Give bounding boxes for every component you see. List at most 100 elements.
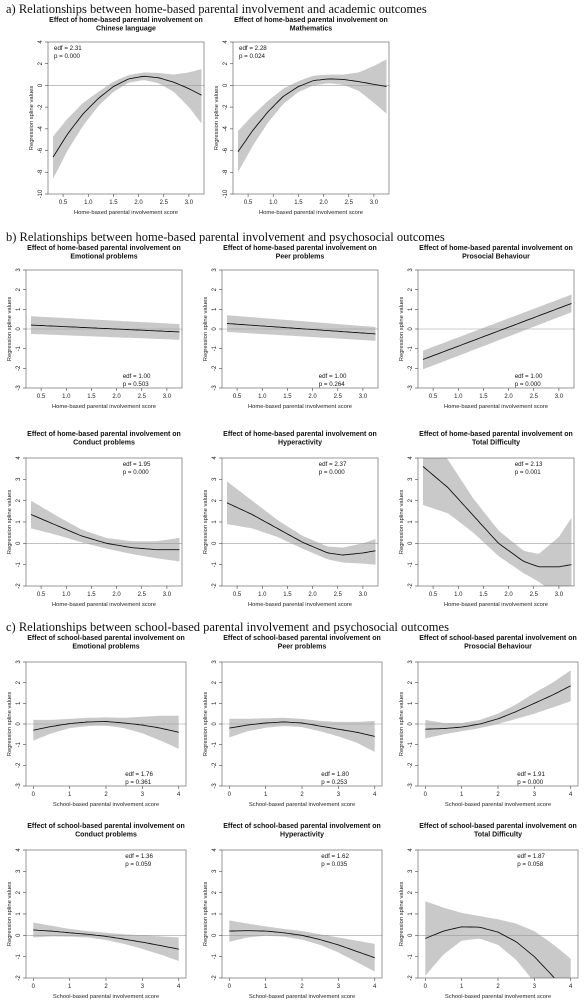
chart-title: Emotional problems	[72, 644, 139, 651]
y-tick-label: -2	[408, 583, 414, 589]
y-axis-label: Regression spline values	[7, 490, 13, 555]
x-tick-label: 0	[424, 792, 428, 798]
y-tick-label: 1	[16, 307, 22, 311]
y-tick-label: 3	[212, 477, 218, 481]
spline-line	[422, 302, 572, 360]
y-tick-label: 2	[223, 61, 229, 65]
y-tick-label: 4	[408, 456, 414, 460]
x-tick-label: 0	[228, 984, 232, 990]
section-a-title: a) Relationships between home-based pare…	[6, 2, 427, 16]
x-tick-label: 1.5	[109, 200, 118, 206]
confidence-band	[425, 901, 571, 978]
y-tick-label: -2	[408, 762, 414, 768]
plot-frame	[232, 41, 390, 195]
spline-line	[229, 721, 375, 737]
x-tick-label: 0	[228, 792, 232, 798]
y-tick-label: -1	[16, 953, 22, 959]
y-tick-label: -2	[212, 583, 218, 589]
y-tick-label: -3	[408, 385, 414, 391]
y-tick-label: -4	[223, 126, 229, 132]
chart-panel: Effect of home-based parental involvemen…	[196, 428, 391, 608]
y-tick-label: -2	[16, 975, 22, 981]
confidence-band	[33, 715, 179, 749]
chart-title: Effect of home-based parental involvemen…	[27, 245, 181, 252]
y-tick-label: -2	[212, 365, 218, 371]
chart-panel: Effect of home-based parental involvemen…	[392, 242, 587, 410]
x-tick-label: 2	[300, 984, 304, 990]
y-tick-label: 3	[16, 660, 22, 664]
x-tick-label: 4	[177, 792, 181, 798]
x-axis-label: Home-based parental involvement score	[52, 602, 156, 608]
x-tick-label: 2.5	[138, 592, 147, 598]
y-tick-label: -2	[212, 975, 218, 981]
stat-annotation: edf = 1.36	[125, 853, 153, 860]
y-tick-label: 1	[212, 912, 218, 916]
y-axis-label: Regression spline values	[399, 297, 405, 362]
y-tick-label: -1	[212, 953, 218, 959]
y-tick-label: 4	[223, 40, 229, 44]
chart-panel: Effect of home-based parental involvemen…	[20, 14, 220, 219]
x-tick-label: 1.5	[87, 592, 96, 598]
y-tick-label: 2	[408, 287, 414, 291]
spline-line	[425, 685, 571, 730]
y-tick-label: 0	[16, 541, 22, 545]
stat-annotation: p = 0.058	[517, 861, 544, 868]
x-tick-label: 3.0	[359, 394, 368, 400]
x-tick-label: 1.5	[283, 394, 292, 400]
chart-svg: Effect of school-based parental involvem…	[203, 823, 383, 1000]
y-tick-label: 2	[408, 680, 414, 684]
confidence-band	[227, 481, 376, 565]
chart-title: Total Difficulty	[472, 440, 520, 447]
y-tick-label: -8	[223, 169, 229, 175]
y-tick-label: 2	[16, 287, 22, 291]
y-tick-label: 3	[16, 268, 22, 272]
chart-panel: Effect of home-based parental involvemen…	[205, 14, 405, 219]
y-axis-label: Regression spline values	[7, 692, 13, 757]
y-tick-label: 0	[212, 722, 218, 726]
x-tick-label: 0.5	[37, 592, 46, 598]
x-tick-label: 1	[68, 792, 72, 798]
x-tick-label: 0.5	[429, 592, 438, 598]
y-axis-label: Regression spline values	[214, 86, 220, 151]
confidence-band	[33, 922, 179, 961]
x-axis-label: School-based parental involvement score	[53, 994, 159, 1000]
chart-svg: Effect of school-based parental involvem…	[399, 823, 579, 1000]
chart-svg: Effect of home-based parental involvemen…	[203, 431, 379, 608]
x-tick-label: 2.5	[160, 200, 169, 206]
y-tick-label: 2	[212, 680, 218, 684]
chart-title: Effect of school-based parental involvem…	[27, 635, 185, 642]
confidence-band	[229, 717, 375, 752]
stat-annotation: edf = 2.13	[515, 461, 543, 468]
x-tick-label: 2	[496, 984, 500, 990]
chart-title: Effect of home-based parental involvemen…	[27, 431, 181, 438]
stat-annotation: p = 0.361	[125, 779, 152, 786]
section-b-title: b) Relationships between home-based pare…	[6, 230, 445, 244]
chart-title: Effect of home-based parental involvemen…	[49, 17, 203, 24]
x-tick-label: 3.0	[555, 592, 564, 598]
x-axis-label: Home-based parental involvement score	[444, 602, 548, 608]
x-tick-label: 2.0	[112, 592, 121, 598]
stat-annotation: p = 0.000	[517, 779, 544, 786]
y-tick-label: -1	[408, 561, 414, 567]
y-tick-label: 1	[408, 701, 414, 705]
chart-title: Hyperactivity	[280, 832, 324, 839]
chart-title: Total Difficulty	[474, 832, 522, 839]
x-tick-label: 4	[569, 984, 573, 990]
spline-line	[33, 721, 179, 733]
y-tick-label: -2	[38, 104, 44, 110]
y-tick-label: 4	[16, 848, 22, 852]
x-tick-label: 1.0	[62, 592, 71, 598]
chart-title: Effect of school-based parental involvem…	[223, 635, 381, 642]
chart-title: Effect of home-based parental involvemen…	[223, 431, 377, 438]
y-tick-label: -1	[408, 741, 414, 747]
x-tick-label: 1.0	[62, 394, 71, 400]
y-tick-label: 4	[212, 456, 218, 460]
y-tick-label: -1	[408, 345, 414, 351]
y-axis-label: Regression spline values	[7, 297, 13, 362]
x-tick-label: 4	[177, 984, 181, 990]
y-tick-label: -10	[38, 189, 44, 198]
stat-annotation: edf = 1.00	[123, 373, 151, 380]
y-tick-label: -3	[408, 783, 414, 789]
chart-title: Effect of school-based parental involvem…	[419, 635, 577, 642]
stat-annotation: p = 0.000	[54, 53, 81, 60]
